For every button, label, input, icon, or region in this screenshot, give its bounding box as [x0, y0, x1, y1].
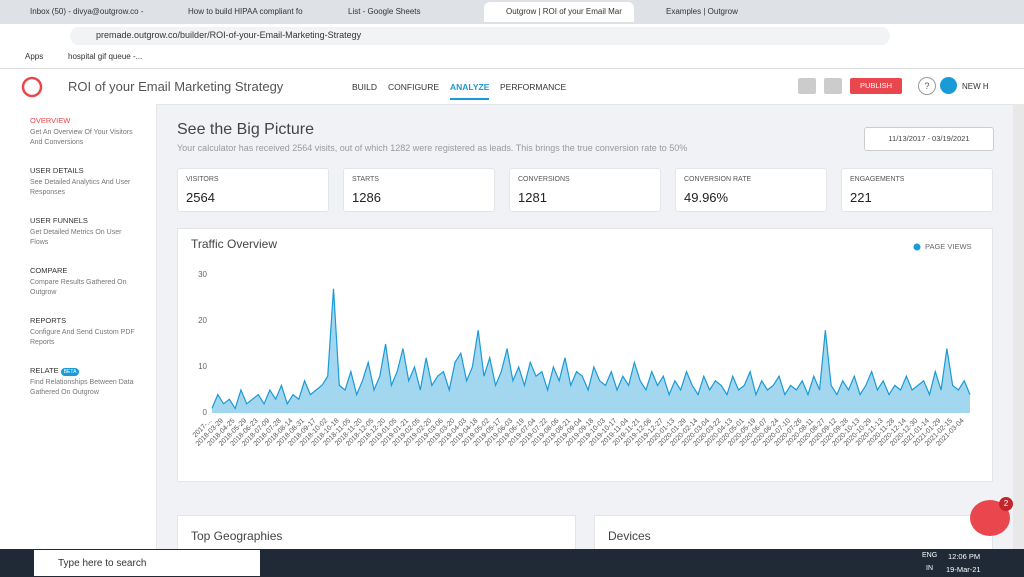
chart-title: Traffic Overview — [191, 237, 277, 251]
badge: BETA — [60, 368, 80, 376]
app-title: ROI of your Email Marketing Strategy — [68, 79, 284, 94]
sidebar-title: REPORTS — [30, 316, 67, 325]
nav-item[interactable]: CONFIGURE — [388, 82, 439, 92]
avatar[interactable] — [940, 77, 957, 94]
sidebar-title: RELATE — [30, 366, 59, 375]
stat-label: CONVERSIONS — [518, 176, 570, 183]
chart: Traffic Overview 01020302017-...2018-03-… — [191, 237, 972, 448]
stat-card: CONVERSION RATE 49.96% — [675, 168, 827, 212]
sidebar-item[interactable]: REPORTS Configure And Send Custom PDF Rep… — [30, 316, 135, 348]
sidebar-desc: Get Detailed Metrics On User Flows — [30, 229, 122, 246]
stat-card: ENGAGEMENTS 221 — [841, 168, 993, 212]
stat-label: CONVERSION RATE — [684, 176, 752, 183]
panel-title: Devices — [608, 529, 651, 543]
tab[interactable]: Inbox (50) - divya@outgrow.co - — [30, 7, 144, 16]
sidebar-item[interactable]: USER DETAILS See Detailed Analytics And U… — [30, 166, 135, 198]
chart-card — [177, 228, 993, 482]
sidebar-item[interactable]: COMPARE Compare Results Gathered On Outgr… — [30, 266, 135, 298]
tab[interactable]: Examples | Outgrow — [666, 7, 738, 16]
sidebar-title: COMPARE — [30, 266, 68, 275]
stat-label: ENGAGEMENTS — [850, 176, 905, 183]
lang: IN — [926, 565, 933, 572]
date-range[interactable]: 11/13/2017 - 03/19/2021 — [864, 127, 994, 151]
clock-date: 19-Mar-21 — [946, 565, 981, 574]
sidebar-title: USER DETAILS — [30, 166, 84, 175]
sidebar-desc: Find Relationships Between Data Gathered… — [30, 379, 134, 396]
notification-badge: 2 — [999, 497, 1013, 511]
sidebar-item[interactable]: RELATE BETA Find Relationships Between Da… — [30, 366, 135, 398]
stat-card: CONVERSIONS 1281 — [509, 168, 661, 212]
bookmark[interactable]: Apps — [25, 52, 44, 61]
heading: See the Big Picture — [177, 121, 314, 138]
tab[interactable]: List - Google Sheets — [348, 7, 421, 16]
bookmark[interactable]: hospital gif queue -... — [68, 52, 143, 61]
scrollbar — [1013, 104, 1024, 549]
sidebar-desc: Get An Overview Of Your Visitors And Con… — [30, 129, 133, 146]
search-box[interactable] — [34, 550, 260, 576]
sidebar-desc: Compare Results Gathered On Outgrow — [30, 279, 127, 296]
sidebar-desc: Configure And Send Custom PDF Reports — [30, 329, 135, 346]
stat-label: STARTS — [352, 176, 379, 183]
stat-value: 1286 — [352, 190, 381, 205]
line — [211, 288, 971, 410]
subtitle: Your calculator has received 2564 visits… — [177, 143, 688, 153]
lang: ENG — [922, 552, 938, 559]
legend-marker — [913, 243, 921, 251]
nav-item-active[interactable]: ANALYZE — [450, 82, 490, 100]
icon-button[interactable] — [798, 78, 816, 94]
stat-card: STARTS 1286 — [343, 168, 495, 212]
logo — [21, 76, 43, 98]
search-text[interactable]: Type here to search — [58, 558, 147, 569]
sidebar-title: OVERVIEW — [30, 116, 71, 125]
y-tick-label: 10 — [198, 362, 207, 371]
tab-active[interactable]: Outgrow | ROI of your Email Mar — [484, 2, 634, 22]
clock-time: 12:06 PM — [948, 552, 981, 561]
stat-value: 49.96% — [684, 190, 729, 205]
y-tick-label: 20 — [198, 316, 207, 325]
address-bar[interactable] — [70, 27, 890, 45]
stat-value: 2564 — [186, 190, 215, 205]
sidebar-title: USER FUNNELS — [30, 216, 88, 225]
user-name[interactable]: NEW H — [962, 82, 989, 91]
y-tick-label: 0 — [203, 408, 208, 417]
sidebar-desc: See Detailed Analytics And User Response… — [30, 179, 131, 196]
legend-label: PAGE VIEWS — [925, 242, 972, 251]
stat-value: 221 — [850, 190, 872, 205]
stat-card: VISITORS 2564 — [177, 168, 329, 212]
area — [212, 288, 970, 413]
panel-title: Top Geographies — [191, 529, 283, 543]
stat-value: 1281 — [518, 190, 547, 205]
sidebar-item[interactable]: USER FUNNELS Get Detailed Metrics On User… — [30, 216, 135, 248]
publish-button[interactable]: PUBLISH — [850, 78, 902, 94]
icon-button[interactable] — [824, 78, 842, 94]
sidebar — [0, 104, 157, 549]
sidebar-item[interactable]: OVERVIEW Get An Overview Of Your Visitors… — [30, 116, 135, 148]
url[interactable]: premade.outgrow.co/builder/ROI-of-your-E… — [96, 30, 362, 40]
stat-label: VISITORS — [186, 176, 219, 183]
tab[interactable]: How to build HIPAA compliant fo — [188, 7, 303, 16]
y-tick-label: 30 — [198, 270, 207, 279]
help-button[interactable]: ? — [918, 77, 936, 95]
nav-item[interactable]: PERFORMANCE — [500, 82, 567, 92]
nav-item[interactable]: BUILD — [352, 82, 378, 92]
